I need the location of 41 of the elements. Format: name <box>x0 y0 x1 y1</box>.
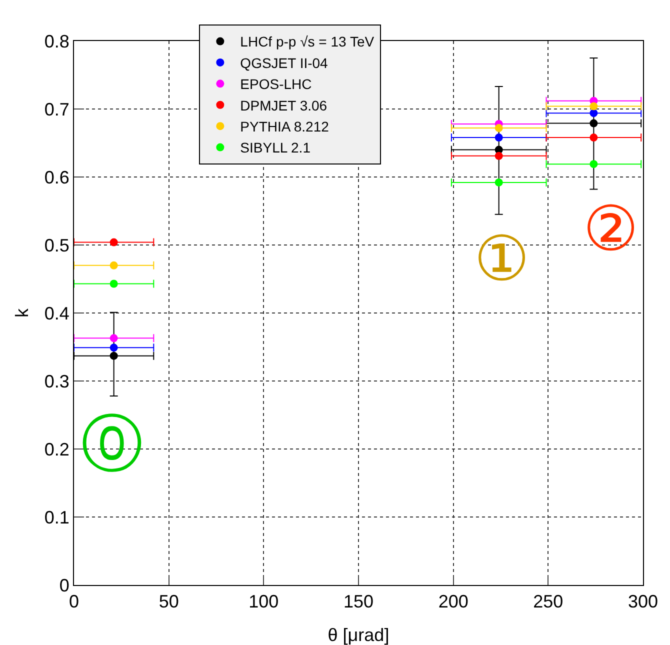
y-axis-title: k <box>12 308 32 318</box>
y-tick-label: 0 <box>59 575 70 596</box>
y-tick-label: 0.4 <box>44 303 70 324</box>
x-tick-label: 50 <box>158 592 179 612</box>
point <box>590 119 598 128</box>
y-tick-label: 0.2 <box>44 439 70 460</box>
y-tick-label: 0.6 <box>44 167 70 188</box>
point <box>110 352 118 360</box>
legend-label: PYTHIA 8.212 <box>240 118 330 135</box>
point <box>494 124 503 132</box>
point <box>110 280 118 288</box>
y-tick-label: 0.3 <box>44 371 70 392</box>
x-axis-title: θ [μrad] <box>328 625 390 645</box>
point <box>110 238 118 246</box>
y-tick-label: 0.1 <box>44 507 70 528</box>
point <box>590 160 598 168</box>
point <box>494 152 503 160</box>
legend-label: SIBYLL 2.1 <box>240 140 311 156</box>
x-tick-label: 100 <box>248 592 279 612</box>
point <box>110 334 118 342</box>
x-tick-label: 150 <box>343 592 374 612</box>
point <box>590 102 598 110</box>
legend-label: EPOS-LHC <box>240 76 312 92</box>
y-tick-label: 0.5 <box>44 235 70 256</box>
legend-label: QGSJET II-04 <box>240 54 328 71</box>
legend-label: LHCf p-p √s = 13 TeV <box>240 34 375 50</box>
annotation: ② <box>583 192 639 265</box>
point <box>110 344 118 352</box>
point <box>494 178 503 186</box>
point <box>494 134 503 142</box>
point <box>110 261 118 270</box>
legend-label: DPMJET 3.06 <box>240 97 328 114</box>
x-tick-label: 200 <box>438 592 468 612</box>
x-tick-label: 250 <box>533 592 564 612</box>
y-tick-label: 0.7 <box>44 99 70 120</box>
point <box>590 134 598 142</box>
annotation: ⓪ <box>81 407 143 480</box>
y-tick-label: 0.8 <box>44 31 70 52</box>
x-tick-label: 300 <box>628 592 658 612</box>
annotation: ① <box>474 222 530 295</box>
point <box>590 109 598 118</box>
